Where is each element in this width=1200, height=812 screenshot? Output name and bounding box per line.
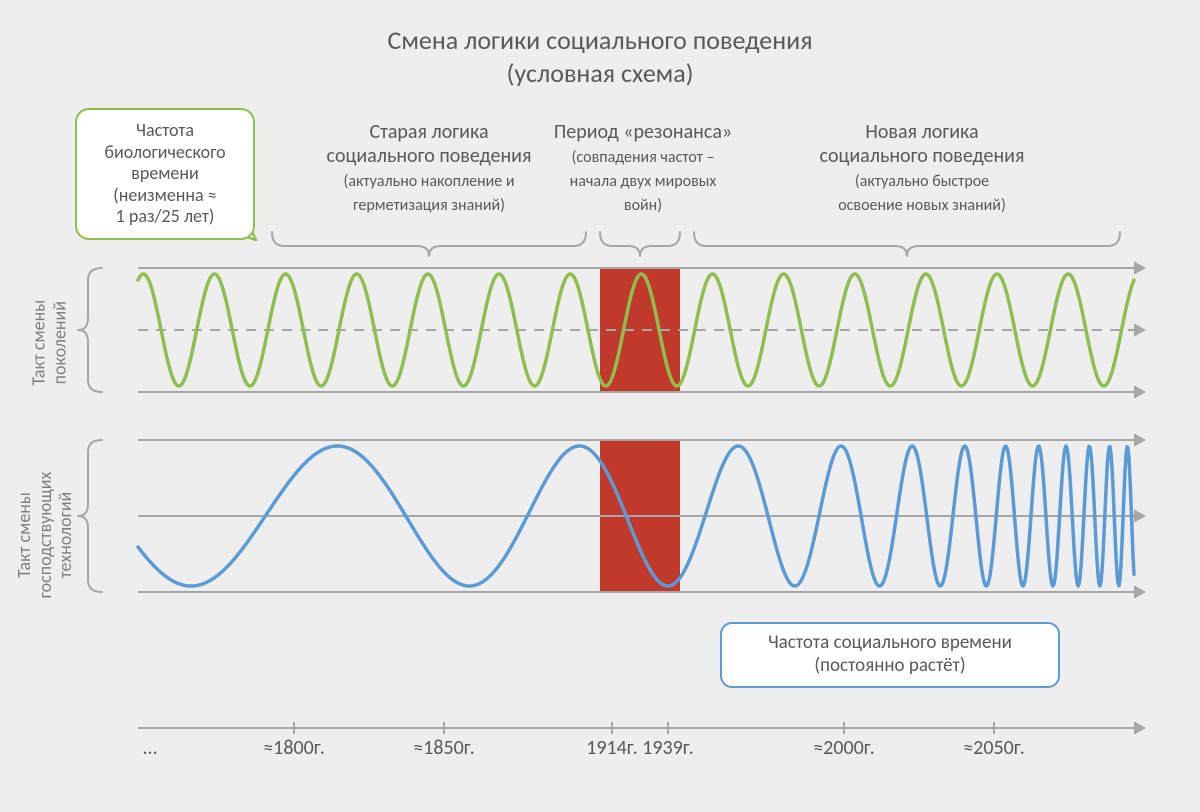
timeline-tick-label: ≈1800г. bbox=[263, 736, 325, 760]
vlabel-generations: Такт смены поколений bbox=[28, 278, 69, 408]
callout-social-frequency: Частота социального времени (постоянно р… bbox=[720, 622, 1060, 688]
timeline-tick-label: ≈2050г. bbox=[963, 736, 1025, 760]
timeline-tick-label: ≈2000г. bbox=[813, 736, 875, 760]
timeline-ellipsis: … bbox=[143, 736, 157, 760]
region-new-logic: Новая логика социального поведения (акту… bbox=[734, 120, 1110, 216]
vlabel-technologies: Такт смены господствующих технологий bbox=[14, 450, 76, 620]
timeline-tick-label: 1914г. bbox=[586, 736, 638, 760]
callout-biological-frequency: Частота биологического времени (неизменн… bbox=[75, 108, 255, 240]
region-old-logic: Старая логика социального поведения (акт… bbox=[272, 120, 586, 216]
timeline-tick-label: 1939г. bbox=[642, 736, 694, 760]
region-resonance: Период «резонанса» (совпадения частот – … bbox=[548, 120, 738, 216]
timeline-tick-label: ≈1850г. bbox=[413, 736, 475, 760]
